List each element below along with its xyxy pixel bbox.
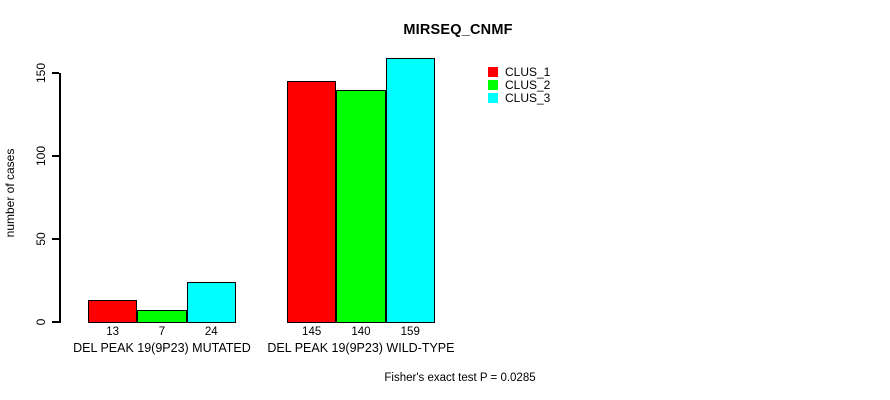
- y-tick-mark: [52, 155, 59, 157]
- bar-value-label: 140: [351, 326, 371, 338]
- bar-clus_1-group2: [287, 81, 337, 323]
- legend-swatch-clus_2: [488, 79, 498, 90]
- bar-value-label: 7: [158, 326, 166, 338]
- y-tick-label: 50: [34, 232, 48, 246]
- y-tick-label: 150: [34, 62, 48, 84]
- legend: CLUS_1 CLUS_2 CLUS_3: [488, 64, 551, 105]
- legend-item: CLUS_1: [488, 64, 551, 79]
- bar-clus_2-group2: [336, 89, 386, 323]
- legend-swatch-clus_3: [488, 92, 498, 103]
- legend-swatch-clus_1: [488, 66, 498, 77]
- bar-value-label: 24: [204, 326, 218, 338]
- legend-label: CLUS_1: [505, 64, 551, 79]
- y-tick-mark: [52, 238, 59, 240]
- bar-clus_1-group1: [88, 300, 138, 323]
- fisher-test-annotation: Fisher's exact test P = 0.0285: [384, 372, 536, 384]
- y-axis-line: [59, 73, 61, 323]
- legend-label: CLUS_2: [505, 77, 551, 92]
- legend-label: CLUS_3: [505, 90, 551, 105]
- legend-item: CLUS_2: [488, 77, 551, 92]
- category-label: DEL PEAK 19(9P23) WILD-TYPE: [267, 341, 455, 355]
- bar-value-label: 159: [400, 326, 420, 338]
- y-tick-mark: [52, 321, 59, 323]
- y-tick-mark: [52, 72, 59, 74]
- legend-item: CLUS_3: [488, 90, 551, 105]
- bar-clus_2-group1: [137, 310, 187, 323]
- bar-value-label: 13: [106, 326, 120, 338]
- bar-clus_3-group1: [186, 282, 236, 323]
- y-tick-label: 100: [34, 145, 48, 167]
- chart-title: MIRSEQ_CNMF: [403, 22, 513, 38]
- bar-value-label: 145: [302, 326, 322, 338]
- category-label: DEL PEAK 19(9P23) MUTATED: [73, 341, 251, 355]
- bar-clus_3-group2: [385, 58, 435, 323]
- y-axis-label: number of cases: [3, 148, 17, 238]
- y-tick-label: 0: [34, 318, 48, 326]
